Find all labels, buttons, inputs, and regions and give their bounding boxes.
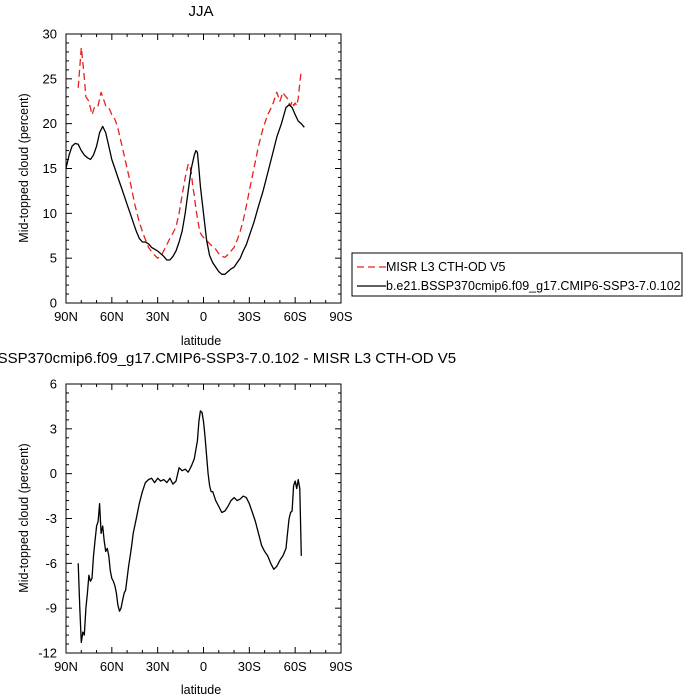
chart-panel-top: JJA 90N 60N 30N 0 30S 60S 90S 0 5 10 15 20 25 30 lati… xyxy=(17,3,353,348)
series-layer-bottom xyxy=(77,410,302,644)
y-tick-label-top: 10 xyxy=(43,206,57,221)
chart-title-bottom: b.e21.BSSP370cmip6.f09_g17.CMIP6-SSP3-7.… xyxy=(0,350,456,367)
y-tick-label-bottom: 6 xyxy=(50,377,57,392)
x-tick-label-bottom: 90S xyxy=(329,659,352,674)
x-tick-label-top: 60N xyxy=(100,309,124,324)
x-tick-label-bottom: 0 xyxy=(200,659,207,674)
y-tick-label-bottom: -6 xyxy=(45,556,57,571)
y-tick-label-bottom: -3 xyxy=(45,511,57,526)
axes-top: 90N 60N 30N 0 30S 60S 90S 0 5 10 15 20 25 30 xyxy=(43,27,353,325)
series-line-bottom-0 xyxy=(77,410,302,644)
x-tick-label-bottom: 60S xyxy=(284,659,307,674)
series-line-top-0 xyxy=(77,46,302,259)
y-tick-label-top: 20 xyxy=(43,116,57,131)
x-tick-label-top: 0 xyxy=(200,309,207,324)
legend-label-misr: MISR L3 CTH-OD V5 xyxy=(386,260,506,274)
x-tick-label-bottom: 90N xyxy=(54,659,78,674)
y-tick-label-top: 30 xyxy=(43,27,57,42)
axes-bottom: 90N 60N 30N 0 30S 60S 90S -12 -9 -6 -3 0 3 6 xyxy=(38,377,353,675)
chart-title-top: JJA xyxy=(188,3,213,20)
x-tick-label-top: 30N xyxy=(146,309,170,324)
y-tick-label-bottom: 0 xyxy=(50,466,57,481)
y-axis-label-top: Mid-topped cloud (percent) xyxy=(17,93,31,242)
x-tick-label-top: 30S xyxy=(238,309,261,324)
x-tick-label-bottom: 30S xyxy=(238,659,261,674)
y-tick-label-top: 0 xyxy=(50,296,57,311)
y-tick-label-top: 5 xyxy=(50,251,57,266)
plot-frame-top xyxy=(65,33,342,304)
y-tick-label-top: 15 xyxy=(43,161,57,176)
x-axis-label-top: latitude xyxy=(181,334,221,348)
x-tick-label-bottom: 30N xyxy=(146,659,170,674)
x-tick-label-top: 90N xyxy=(54,309,78,324)
chart-panel-bottom: b.e21.BSSP370cmip6.f09_g17.CMIP6-SSP3-7.… xyxy=(0,350,456,697)
legend-label-model: b.e21.BSSP370cmip6.f09_g17.CMIP6-SSP3-7.… xyxy=(386,279,681,293)
legend: MISR L3 CTH-OD V5 b.e21.BSSP370cmip6.f09… xyxy=(351,252,683,297)
x-tick-label-top: 90S xyxy=(329,309,352,324)
series-layer-top xyxy=(65,46,305,275)
series-line-top-1 xyxy=(65,104,305,275)
y-tick-label-bottom: -12 xyxy=(38,646,57,661)
y-tick-label-top: 25 xyxy=(43,71,57,86)
y-tick-label-bottom: 3 xyxy=(50,421,57,436)
x-axis-label-bottom: latitude xyxy=(181,683,221,697)
y-tick-label-bottom: -9 xyxy=(45,601,57,616)
legend-box xyxy=(351,252,683,297)
x-tick-label-top: 60S xyxy=(284,309,307,324)
x-tick-label-bottom: 60N xyxy=(100,659,124,674)
y-axis-label-bottom: Mid-topped cloud (percent) xyxy=(17,443,31,592)
